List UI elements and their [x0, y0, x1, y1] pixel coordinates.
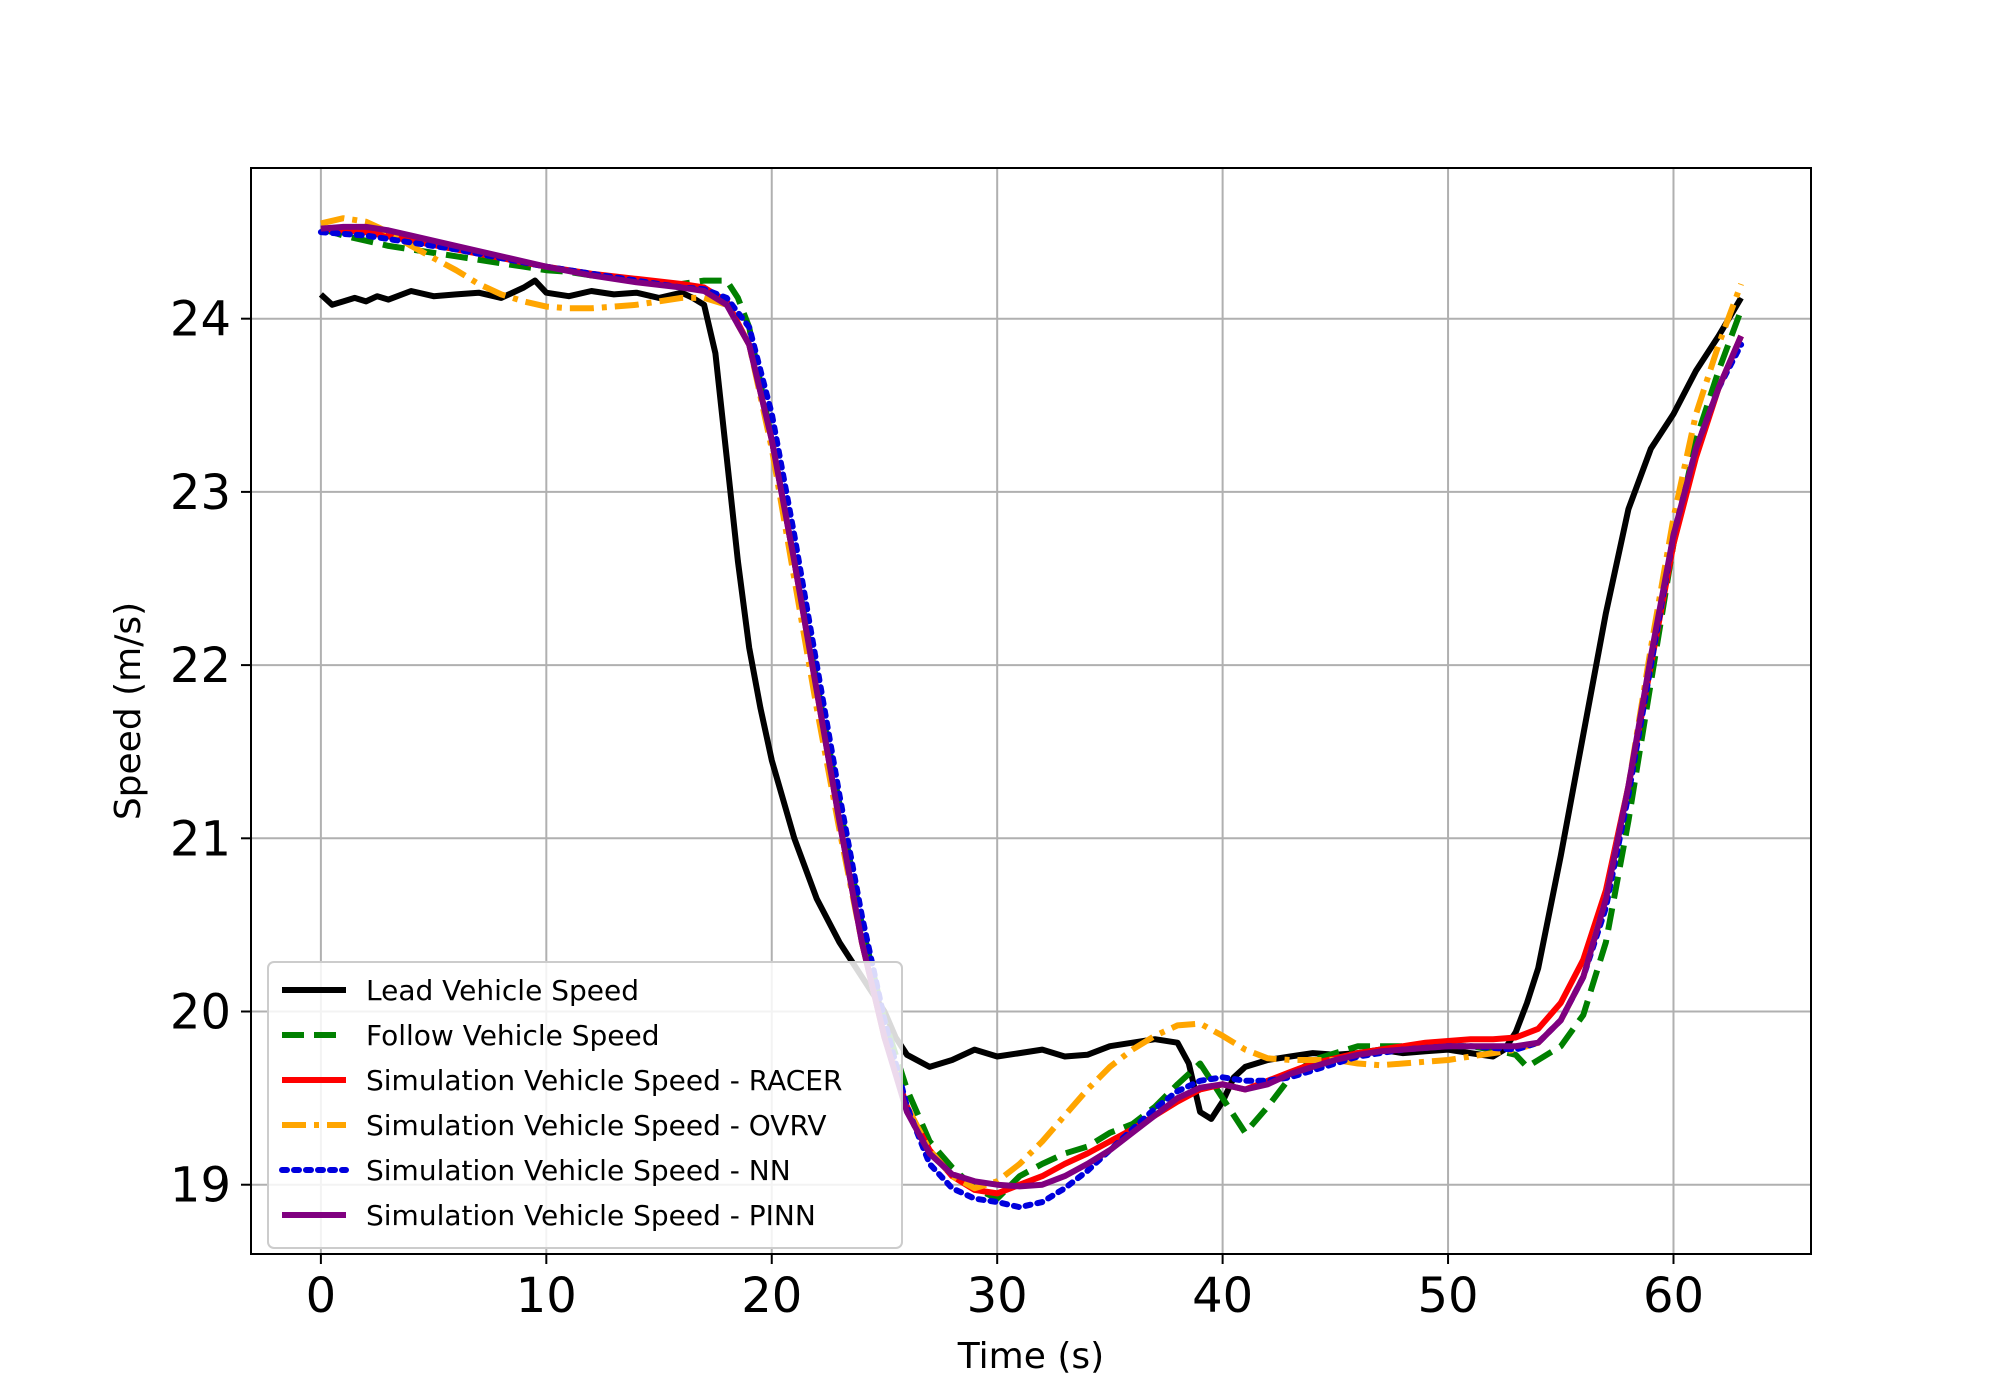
x-tick-label: 20: [741, 1268, 802, 1324]
plot-frame: [250, 167, 1812, 1255]
y-tick-label: 23: [170, 465, 231, 521]
y-tick-label: 20: [170, 985, 231, 1041]
series-line-simulation-vehicle-speed-ovrv: [320, 215, 1744, 1192]
x-tick-label: 0: [306, 1268, 337, 1324]
series-line-follow-vehicle-speed: [320, 225, 1744, 1202]
legend-label: Simulation Vehicle Speed - RACER: [366, 1064, 842, 1097]
x-tick-label: 30: [967, 1268, 1028, 1324]
y-tick-label: 21: [170, 811, 231, 867]
x-axis-label: Time (s): [957, 1336, 1104, 1377]
y-tick-label: 22: [170, 638, 231, 694]
legend: Lead Vehicle Speed Follow Vehicle Speed Si…: [267, 961, 903, 1249]
series-line-simulation-vehicle-speed-pinn: [320, 223, 1744, 1190]
y-axis-label: Speed (m/s): [108, 602, 149, 820]
x-tick-label: 50: [1418, 1268, 1479, 1324]
legend-label: Simulation Vehicle Speed - OVRV: [366, 1109, 827, 1142]
legend-label: Simulation Vehicle Speed - PINN: [366, 1199, 816, 1232]
axis-ticks: 0 10 20 30 40 50 60 19 20 21 22 23 24: [170, 292, 1704, 1324]
legend-label: Lead Vehicle Speed: [366, 974, 639, 1007]
x-tick-label: 60: [1643, 1268, 1704, 1324]
x-tick-label: 40: [1192, 1268, 1253, 1324]
y-tick-label: 19: [170, 1158, 231, 1214]
series-group: [317, 215, 1745, 1211]
y-tick-label: 24: [170, 292, 231, 348]
legend-label: Simulation Vehicle Speed - NN: [366, 1154, 791, 1187]
legend-box: [267, 961, 903, 1249]
legend-label: Follow Vehicle Speed: [366, 1019, 660, 1052]
x-tick-label: 10: [516, 1268, 577, 1324]
